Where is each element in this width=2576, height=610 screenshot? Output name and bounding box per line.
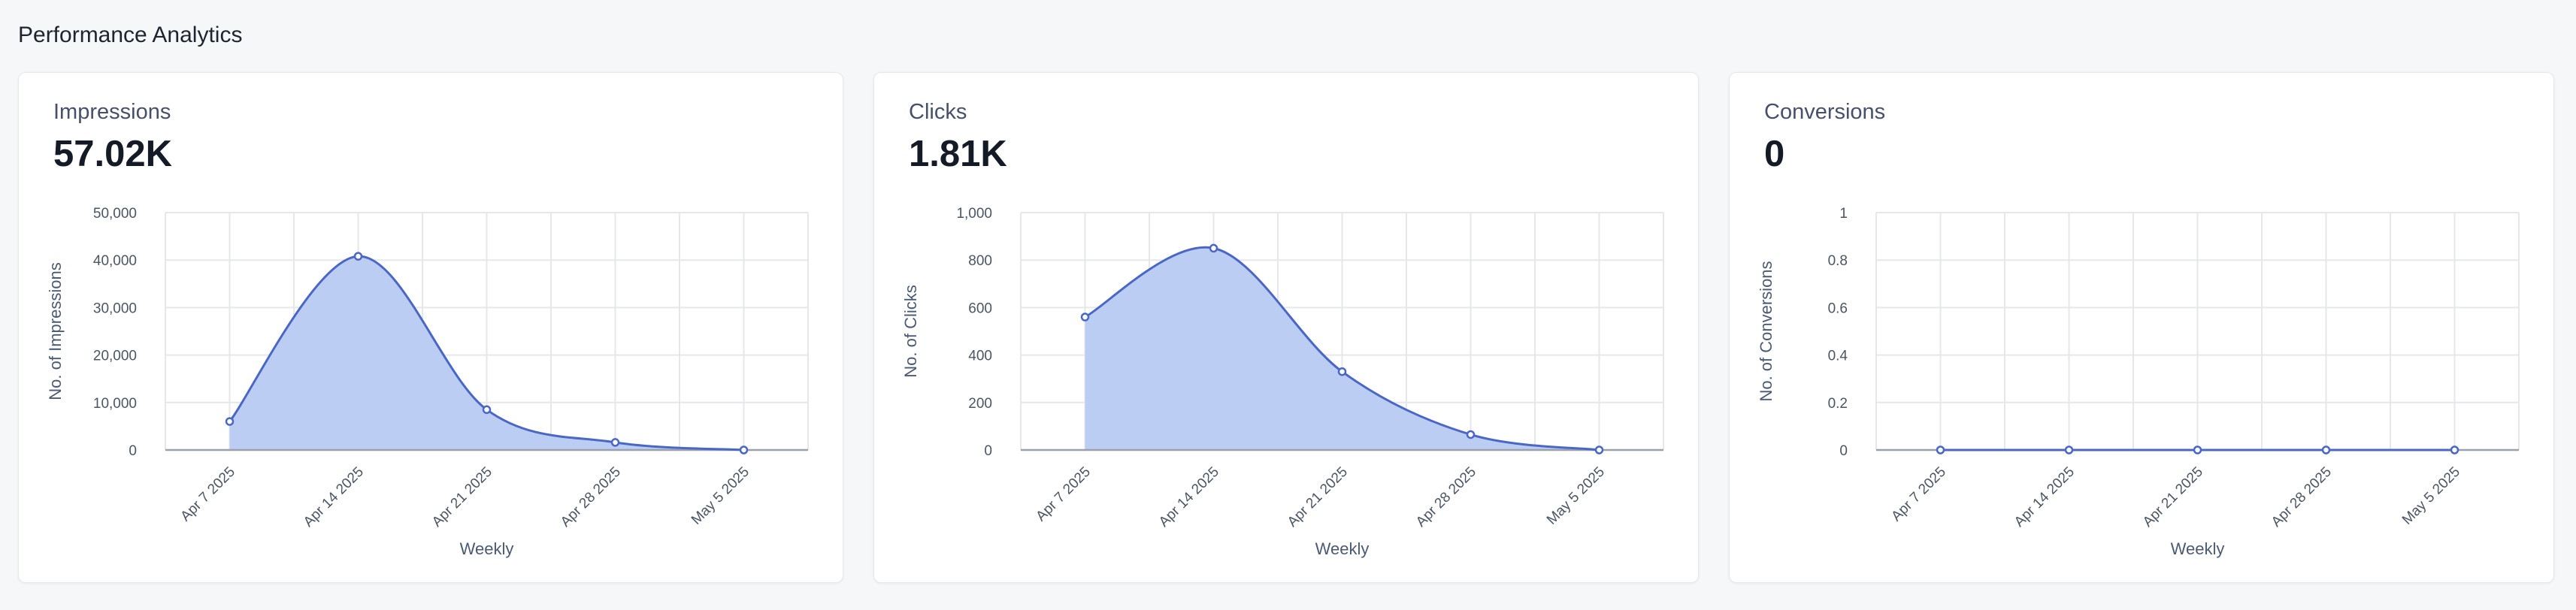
x-axis-title: Weekly xyxy=(460,539,514,558)
y-tick-label: 0.6 xyxy=(1828,300,1848,316)
y-tick-label: 30,000 xyxy=(93,300,137,316)
data-point[interactable] xyxy=(1337,367,1347,376)
x-tick-label: Apr 21 2025 xyxy=(2140,464,2206,530)
conversions-card: Conversions 0 0 0.2 0.4 0.6 0.8 1 Apr 7 2025 Ap… xyxy=(1729,72,2554,583)
metric-value: 57.02K xyxy=(53,134,173,174)
conversions-chart: 0 0.2 0.4 0.6 0.8 1 Apr 7 2025 Apr 14 2025 Apr 2… xyxy=(1757,206,2520,558)
data-point[interactable] xyxy=(2321,445,2331,454)
x-tick-label: Apr 28 2025 xyxy=(2269,464,2335,530)
data-point[interactable] xyxy=(482,405,492,415)
y-tick-label: 10,000 xyxy=(93,396,137,412)
series-line xyxy=(1084,246,1600,451)
y-tick-label: 0.2 xyxy=(1828,396,1848,412)
y-tick-label: 20,000 xyxy=(93,349,137,364)
x-tick-label: Apr 7 2025 xyxy=(1888,464,1949,525)
data-point[interactable] xyxy=(610,438,620,447)
x-tick-label: Apr 7 2025 xyxy=(1033,464,1094,525)
data-point[interactable] xyxy=(1209,243,1218,253)
y-tick-label: 200 xyxy=(968,396,992,412)
x-axis-title: Weekly xyxy=(1315,539,1370,558)
y-tick-label: 400 xyxy=(968,349,992,364)
x-axis-title: Weekly xyxy=(2171,539,2225,558)
x-tick-label: Apr 14 2025 xyxy=(2011,464,2078,530)
x-tick-label: Apr 21 2025 xyxy=(1285,464,1351,530)
x-tick-label: Apr 28 2025 xyxy=(1413,464,1479,530)
y-axis-title: No. of Conversions xyxy=(1757,261,1775,401)
y-tick-label: 0 xyxy=(984,443,992,459)
data-point[interactable] xyxy=(2450,445,2459,454)
metric-value: 1.81K xyxy=(909,134,1007,174)
data-point[interactable] xyxy=(353,252,363,261)
data-point[interactable] xyxy=(225,417,235,426)
y-tick-label: 800 xyxy=(968,253,992,269)
data-point[interactable] xyxy=(1080,313,1090,322)
metric-value: 0 xyxy=(1764,134,1785,174)
metric-cards: Impressions 57.02K 0 10,000 20,000 30,000 40… xyxy=(18,72,2554,583)
y-tick-label: 0.4 xyxy=(1828,349,1848,364)
x-tick-label: Apr 14 2025 xyxy=(1156,464,1222,530)
metric-label: Impressions xyxy=(53,100,171,124)
metric-label: Clicks xyxy=(909,100,967,124)
clicks-chart: 0 200 400 600 800 1,000 Apr 7 2025 Apr 14 2025 A… xyxy=(901,206,1664,558)
data-point[interactable] xyxy=(2064,445,2074,454)
y-tick-label: 1 xyxy=(1839,206,1848,222)
y-tick-label: 40,000 xyxy=(93,253,137,269)
data-point[interactable] xyxy=(1594,445,1604,454)
y-tick-label: 50,000 xyxy=(93,206,137,222)
impressions-card: Impressions 57.02K 0 10,000 20,000 30,000 40… xyxy=(18,72,843,583)
series-area xyxy=(229,256,744,450)
y-tick-label: 0 xyxy=(129,443,137,459)
data-point[interactable] xyxy=(1466,430,1476,439)
x-tick-label: Apr 14 2025 xyxy=(301,464,367,530)
y-tick-label: 0.8 xyxy=(1828,253,1848,269)
series-area xyxy=(1085,247,1600,450)
y-tick-label: 600 xyxy=(968,300,992,316)
data-point[interactable] xyxy=(2193,445,2202,454)
y-axis-title: No. of Clicks xyxy=(901,285,920,377)
x-tick-label: Apr 21 2025 xyxy=(429,464,495,530)
clicks-card: Clicks 1.81K 0 200 400 600 800 1,000 Apr 7 202… xyxy=(873,72,1699,583)
metric-label: Conversions xyxy=(1764,100,1886,124)
x-tick-label: May 5 2025 xyxy=(689,464,752,528)
x-tick-label: Apr 7 2025 xyxy=(177,464,238,525)
impressions-chart: 0 10,000 20,000 30,000 40,000 50,000 Apr 7 202… xyxy=(46,206,809,558)
page-title: Performance Analytics xyxy=(18,23,243,47)
data-point[interactable] xyxy=(1936,445,1945,454)
y-tick-label: 1,000 xyxy=(956,206,992,222)
series-line xyxy=(229,255,744,451)
x-tick-label: Apr 28 2025 xyxy=(558,464,624,530)
x-tick-label: May 5 2025 xyxy=(1544,464,1608,528)
x-tick-label: May 5 2025 xyxy=(2399,464,2463,528)
y-tick-label: 0 xyxy=(1839,443,1848,459)
data-point[interactable] xyxy=(739,445,749,454)
y-axis-title: No. of Impressions xyxy=(46,262,65,400)
